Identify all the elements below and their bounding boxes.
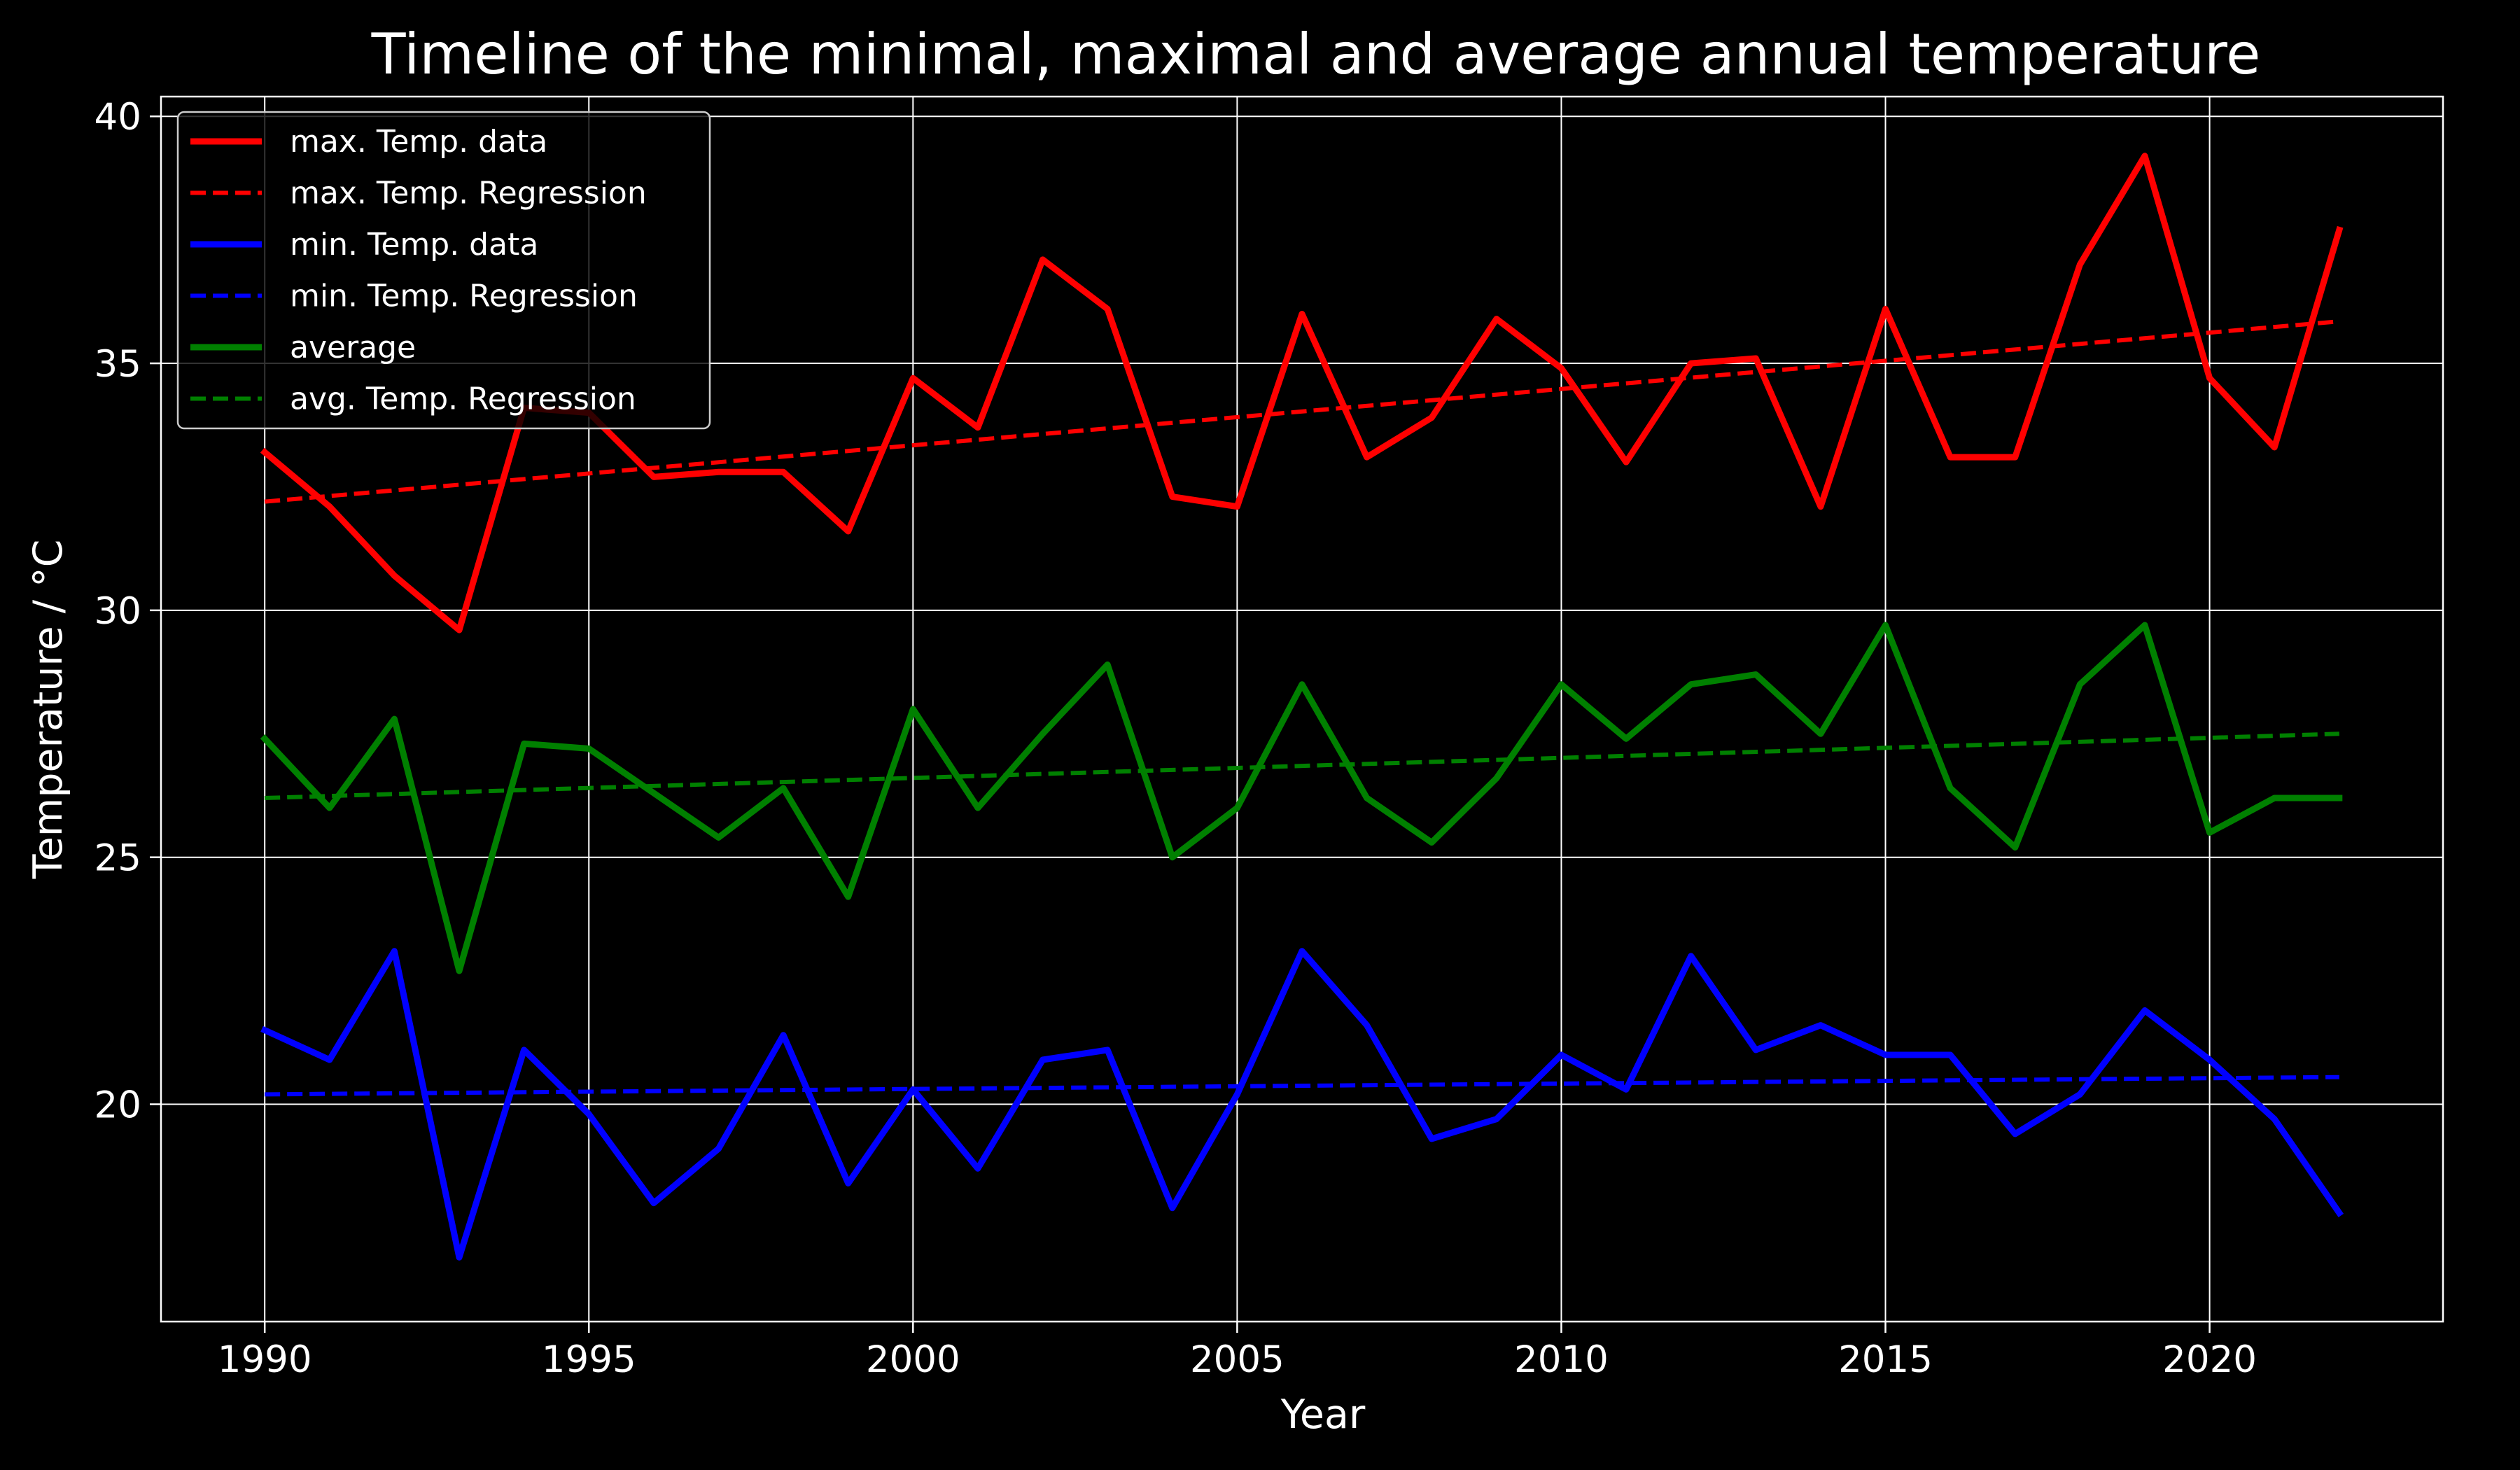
legend-label-min-temp-data: min. Temp. data (290, 227, 538, 262)
x-tick-label-1995: 1995 (542, 1338, 636, 1381)
y-tick-label-40: 40 (94, 96, 141, 139)
x-tick-label-2000: 2000 (866, 1338, 960, 1381)
series-line-max-temp-regression (264, 319, 2340, 504)
plot-lines (260, 153, 2344, 1261)
x-tick-label-1990: 1990 (218, 1338, 312, 1381)
series-line-max-temp-data (260, 153, 2344, 634)
legend-box (176, 111, 711, 430)
plot-area-frame (160, 95, 2444, 1323)
y-tick-label-25: 25 (94, 837, 141, 880)
x-tick-label-2015: 2015 (1838, 1338, 1933, 1381)
x-axis-label: Year (1280, 1392, 1366, 1438)
y-tick-label-35: 35 (94, 343, 141, 386)
series-line-min-temp-regression (265, 1074, 2339, 1097)
legend-label-max-temp-regression: max. Temp. Regression (290, 176, 647, 211)
y-tick-label-20: 20 (94, 1084, 141, 1127)
legend: max. Temp. data max. Temp. Regression min.… (176, 111, 711, 430)
y-axis-label: Temperature / °C (25, 540, 71, 880)
legend-label-average: average (290, 330, 416, 365)
series-line-min-temp-data (260, 948, 2344, 1261)
x-tick-label-2020: 2020 (2162, 1338, 2257, 1381)
legend-label-min-temp-regression: min. Temp. Regression (290, 279, 638, 314)
series-line-avg-temp-regression (265, 732, 2339, 801)
legend-label-avg-temp-regression: avg. Temp. Regression (290, 382, 636, 417)
x-tick-label-2010: 2010 (1514, 1338, 1609, 1381)
y-tick-label-30: 30 (94, 590, 141, 633)
x-tick-label-2005: 2005 (1190, 1338, 1284, 1381)
series-line-average (260, 622, 2343, 974)
chart-title: Timeline of the minimal, maximal and ave… (371, 22, 2261, 87)
legend-label-max-temp-data: max. Temp. data (290, 124, 547, 160)
